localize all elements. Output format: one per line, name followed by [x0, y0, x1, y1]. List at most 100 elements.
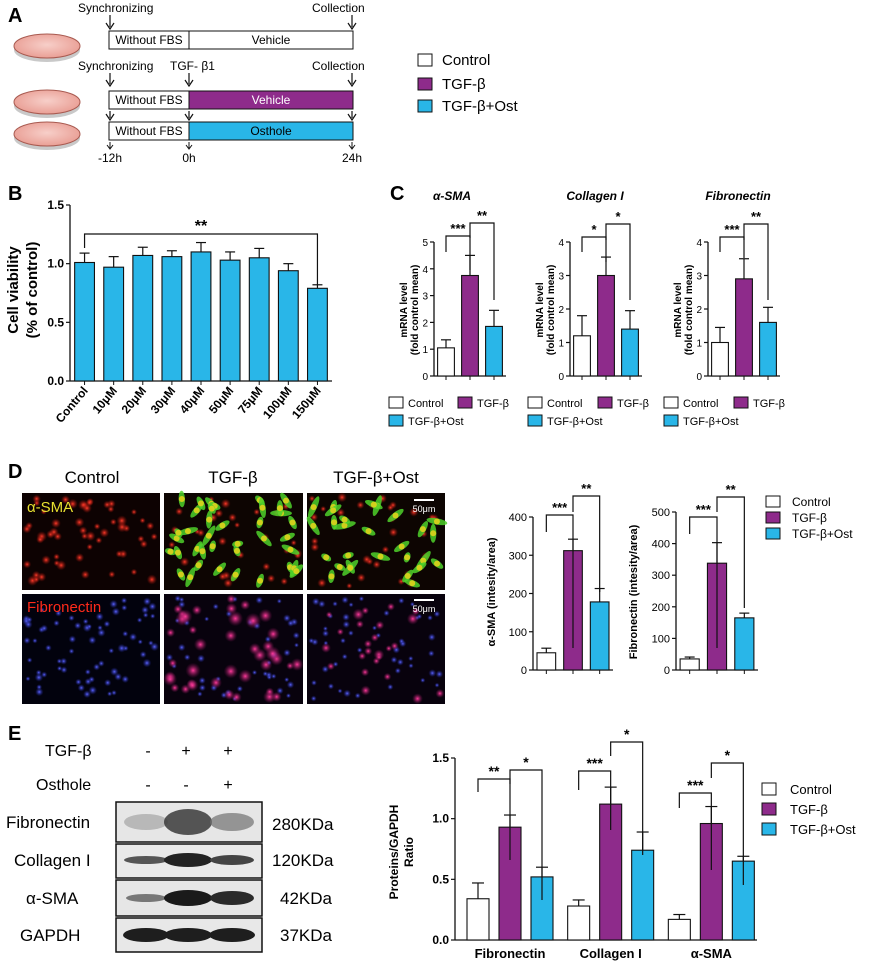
cell — [197, 654, 206, 663]
cell — [130, 568, 138, 576]
cell — [337, 688, 343, 694]
cell — [234, 521, 241, 529]
cell — [26, 657, 33, 663]
bar — [567, 905, 591, 941]
row-label-tgf: TGF-β — [45, 743, 92, 760]
cell — [363, 639, 373, 649]
bar — [161, 256, 183, 382]
nucleus — [341, 522, 348, 529]
cell — [321, 629, 330, 638]
cell — [84, 668, 91, 676]
band-kda: 280KDa — [272, 815, 334, 834]
cell — [336, 628, 344, 636]
sig-bracket — [469, 222, 495, 300]
nucleus — [330, 507, 337, 514]
sig-bracket — [689, 516, 718, 648]
y-tick-label: 1.5 — [432, 751, 449, 765]
cell — [85, 530, 96, 542]
c-ylabel: mRNA level — [535, 282, 546, 337]
nucleus — [256, 519, 263, 526]
x-tick-label: Control — [53, 384, 91, 426]
cell — [75, 678, 82, 686]
band-name: α-SMA — [26, 889, 79, 908]
cell — [280, 577, 288, 586]
cell — [115, 550, 123, 558]
nucleus — [284, 534, 291, 541]
cell — [36, 572, 47, 582]
cell — [82, 618, 89, 625]
cell — [61, 495, 71, 505]
d-ylabel: α-SMA (intesity/area) — [486, 537, 498, 646]
nucleus — [205, 532, 212, 539]
sig-label: ** — [489, 763, 500, 779]
bar — [536, 652, 557, 671]
y-tick-label: 0 — [422, 372, 428, 383]
sig-bracket — [743, 223, 769, 300]
legend-tgf: TGF-β — [442, 76, 486, 93]
y-tick-label: 4 — [558, 238, 564, 249]
cell — [354, 692, 361, 699]
bar — [667, 918, 691, 941]
y-tick-label: 0 — [558, 372, 564, 383]
without-fbs-label: Without FBS — [115, 33, 182, 47]
nucleus — [276, 505, 283, 512]
y-tick-label: 0 — [521, 665, 527, 677]
cell — [74, 621, 82, 630]
y-tick-label: 300 — [652, 570, 670, 582]
panel-letter-c: C — [390, 183, 404, 205]
cell — [186, 679, 199, 692]
bar — [103, 266, 125, 382]
cell — [25, 676, 31, 682]
sig-label: *** — [552, 500, 568, 515]
cell — [317, 578, 327, 588]
cell — [220, 498, 231, 509]
cell — [285, 693, 292, 699]
c-ylabel: (fold control mean) — [684, 265, 695, 356]
cell — [109, 518, 117, 526]
collection-label: Collection — [312, 59, 365, 73]
y-tick-label: 200 — [652, 602, 670, 614]
legend-control: Control — [442, 52, 490, 69]
cell — [276, 598, 282, 604]
nucleus — [173, 535, 180, 542]
cell — [97, 628, 106, 637]
cell — [86, 543, 94, 551]
sig-label: *** — [586, 755, 603, 771]
nucleus — [392, 512, 399, 519]
cell — [97, 624, 103, 631]
y-tick-label: 3 — [558, 272, 564, 283]
cell — [406, 612, 419, 625]
legend-e: Control TGF-β TGF-β+Ost — [761, 782, 856, 837]
cell — [55, 609, 62, 617]
bar — [461, 274, 479, 377]
sig-label: ** — [195, 218, 208, 235]
cell — [68, 648, 75, 655]
sig-bracket — [545, 514, 574, 648]
cell — [149, 613, 156, 619]
y-tick-label: 100 — [652, 633, 670, 645]
cell — [346, 582, 353, 589]
sign: + — [223, 743, 232, 760]
bar — [759, 321, 777, 377]
cell — [266, 674, 273, 680]
nucleus — [377, 553, 384, 560]
legend-ost: TGF-β+Ost — [547, 416, 603, 428]
culture-dish-icon — [13, 121, 81, 150]
nucleus — [310, 504, 317, 511]
band-name: GAPDH — [20, 926, 80, 945]
cell — [139, 517, 146, 524]
legend-control: Control — [408, 398, 443, 410]
cell — [383, 672, 392, 681]
bar — [621, 328, 639, 377]
sig-bracket — [610, 741, 644, 855]
sig-bracket — [509, 769, 543, 900]
nucleus — [293, 568, 300, 575]
y-tick-label: 1 — [558, 339, 564, 350]
cell — [386, 602, 395, 611]
sign: - — [145, 743, 150, 760]
western-blot — [115, 801, 263, 953]
sig-label: ** — [477, 208, 488, 223]
cell — [361, 606, 370, 615]
